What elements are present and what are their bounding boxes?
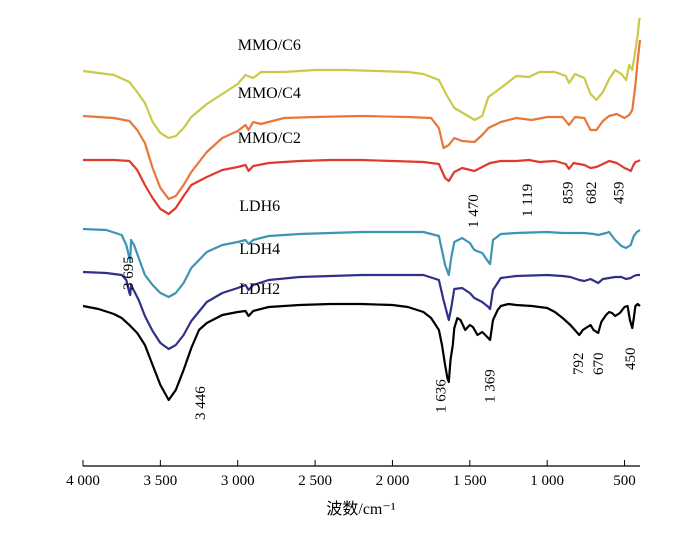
peak-label: 682 [584,182,600,205]
series-labels: MMO/C6 MMO/C4 MMO/C2 LDH6 LDH4 LDH2 [238,37,301,298]
series-line-ldh4 [82,270,640,351]
series-line-ldh2 [82,302,641,402]
x-tick-label: 500 [613,473,636,489]
series-label: LDH2 [239,281,280,298]
peak-annotations: 3 695 3 446 1 636 1 369 792 670 450 1 470 1 119 8… [121,182,639,421]
x-tick-label: 3 500 [143,473,177,489]
peak-label: 459 [611,182,627,205]
series-label: MMO/C4 [238,85,301,102]
peak-label: 670 [591,353,607,376]
peak-label: 1 470 [466,194,482,228]
series-label: LDH6 [239,198,280,215]
series-line-mmo-c2 [83,158,641,216]
series-lines [82,17,642,402]
x-axis: 4 000 3 500 3 000 2 500 2 000 1 500 1 000 500 波… [66,460,640,518]
x-tick-label: 4 000 [66,473,100,489]
peak-label: 1 369 [482,369,498,403]
x-tick-label: 1 500 [453,473,487,489]
series-label: MMO/C6 [238,37,301,54]
x-tick-label: 3 000 [221,473,255,489]
x-axis-title: 波数/cm⁻¹ [326,500,395,518]
peak-label: 859 [560,182,576,205]
series-line-mmo-c6 [82,17,642,140]
series-label: MMO/C2 [238,130,301,147]
series-label: LDH4 [239,241,280,258]
series-line-ldh6 [82,227,641,299]
x-tick-label: 2 500 [298,473,332,489]
peak-label: 1 119 [520,184,536,217]
x-tick-label: 2 000 [376,473,410,489]
peak-label: 1 636 [433,379,449,413]
x-tick-label: 1 000 [530,473,564,489]
peak-label: 3 695 [121,256,137,290]
peak-label: 792 [571,353,587,376]
peak-label: 3 446 [193,386,209,420]
series-line-mmo-c4 [82,39,642,201]
x-axis-ticks: 4 000 3 500 3 000 2 500 2 000 1 500 1 000 500 [66,460,636,489]
peak-label: 450 [623,348,639,371]
